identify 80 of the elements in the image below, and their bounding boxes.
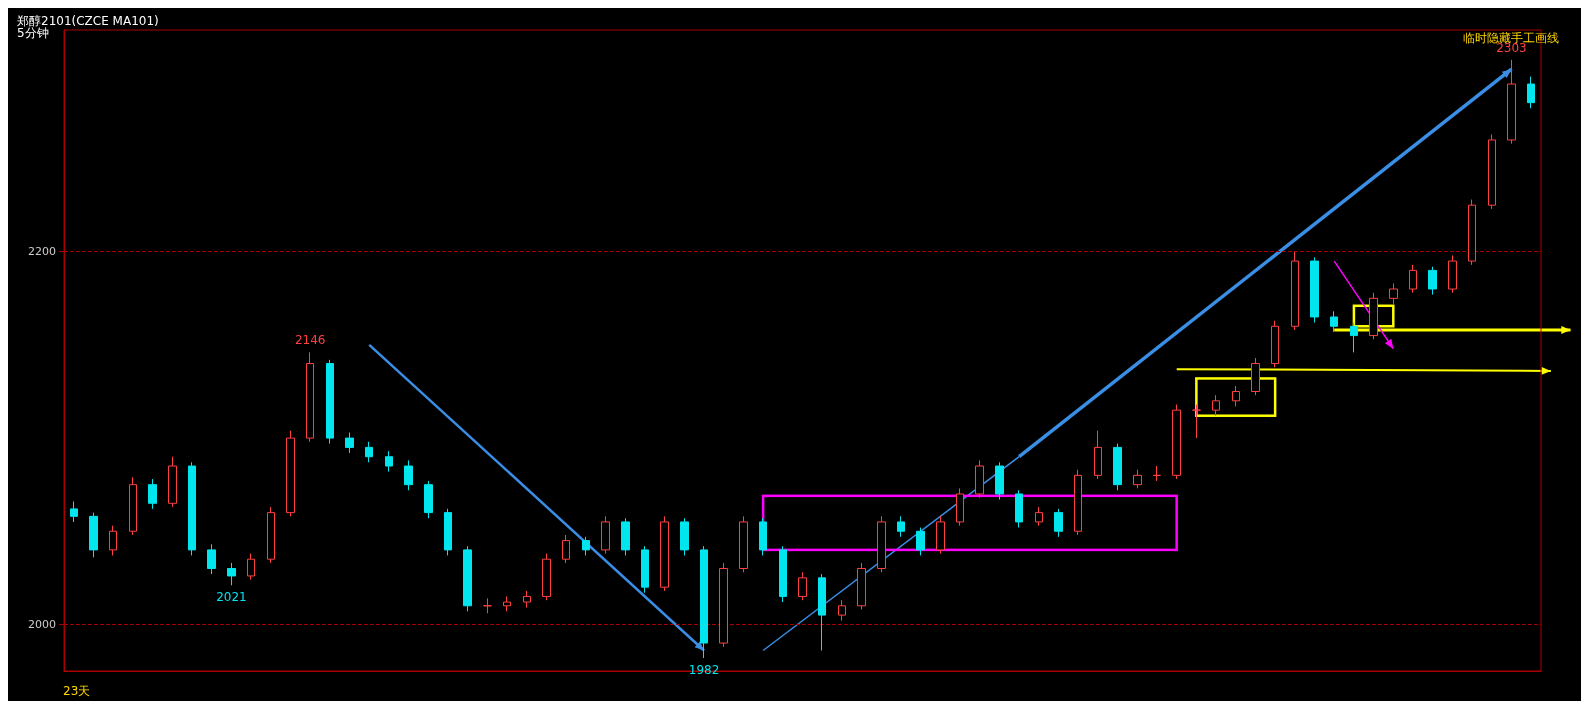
candlestick	[1488, 133, 1496, 210]
candlestick	[621, 517, 630, 556]
candlestick	[385, 450, 393, 473]
candlestick	[207, 543, 216, 575]
candlestick	[1192, 404, 1201, 439]
candlestick	[1330, 310, 1338, 333]
candlestick	[542, 553, 551, 601]
candlestick	[89, 512, 98, 558]
candlestick	[779, 545, 787, 603]
candlestick	[267, 506, 275, 564]
annotation: 2146	[294, 333, 326, 348]
candlestick	[1232, 385, 1240, 407]
candlestick	[463, 545, 472, 612]
candlestick	[1113, 443, 1122, 491]
candlestick	[424, 480, 433, 519]
y-tick-label: 2200	[28, 245, 56, 259]
candlestick	[1074, 469, 1082, 536]
candlestick	[70, 500, 78, 523]
candlestick	[1035, 506, 1043, 527]
candlestick	[877, 515, 886, 573]
candlestick	[129, 476, 137, 536]
candlestick	[759, 517, 767, 556]
annotation: 2021	[216, 590, 247, 605]
candlestick	[109, 525, 117, 556]
chart-subtitle: 5分钟	[17, 26, 49, 40]
candlestick	[286, 430, 295, 517]
candlestick	[1291, 251, 1299, 331]
candlestick	[897, 515, 905, 538]
candlestick	[503, 595, 511, 612]
text: 23天	[63, 684, 91, 698]
candlestick	[444, 508, 452, 556]
candlestick	[483, 597, 492, 614]
y-tick-label: 2000	[28, 617, 56, 631]
candlestick	[1428, 266, 1437, 296]
candlestick	[1310, 256, 1319, 324]
candlestick	[1212, 394, 1220, 417]
candlestick	[1133, 469, 1142, 489]
candlestick	[680, 517, 689, 556]
candlestick	[326, 359, 334, 445]
candlestick	[601, 515, 610, 555]
candlestick	[1153, 465, 1161, 482]
candlestick	[857, 562, 866, 611]
chart-title: 郑醇2101(CZCE MA101)	[17, 14, 159, 28]
candlestick	[582, 536, 590, 556]
candlestick	[523, 590, 531, 609]
candlestick	[916, 527, 925, 556]
candlestick	[1054, 508, 1063, 538]
candlestick	[956, 487, 964, 527]
candlestick	[168, 456, 177, 508]
candlestick	[1094, 430, 1102, 480]
candlestick	[739, 515, 748, 573]
candlestick	[1350, 322, 1358, 353]
candlestick	[345, 431, 354, 454]
candlestick	[562, 534, 570, 564]
candlestick	[1468, 199, 1476, 266]
candlestick	[660, 515, 669, 592]
candlestick	[1172, 404, 1181, 480]
candlestick	[838, 599, 846, 622]
candlestick	[365, 441, 373, 463]
candlestick	[1389, 282, 1398, 305]
candlestick	[641, 545, 649, 594]
candlestick	[247, 553, 255, 581]
candlestick	[1527, 76, 1535, 109]
candlestick	[1369, 292, 1378, 340]
candlestick	[1409, 264, 1417, 294]
candlestick	[798, 571, 807, 601]
candlestick	[227, 562, 236, 586]
candlestick	[1271, 320, 1279, 368]
candlestick	[148, 478, 157, 510]
candlestick	[306, 351, 314, 443]
candlestick	[1015, 489, 1023, 529]
candlestick	[188, 461, 196, 556]
candlestick	[1448, 254, 1457, 294]
candlestick	[975, 459, 984, 499]
candlestick	[1251, 357, 1260, 396]
candlestick	[818, 573, 826, 651]
candlestick	[936, 515, 945, 555]
candlestick	[719, 562, 728, 648]
candlestick	[995, 461, 1004, 501]
candlestick	[404, 459, 413, 491]
